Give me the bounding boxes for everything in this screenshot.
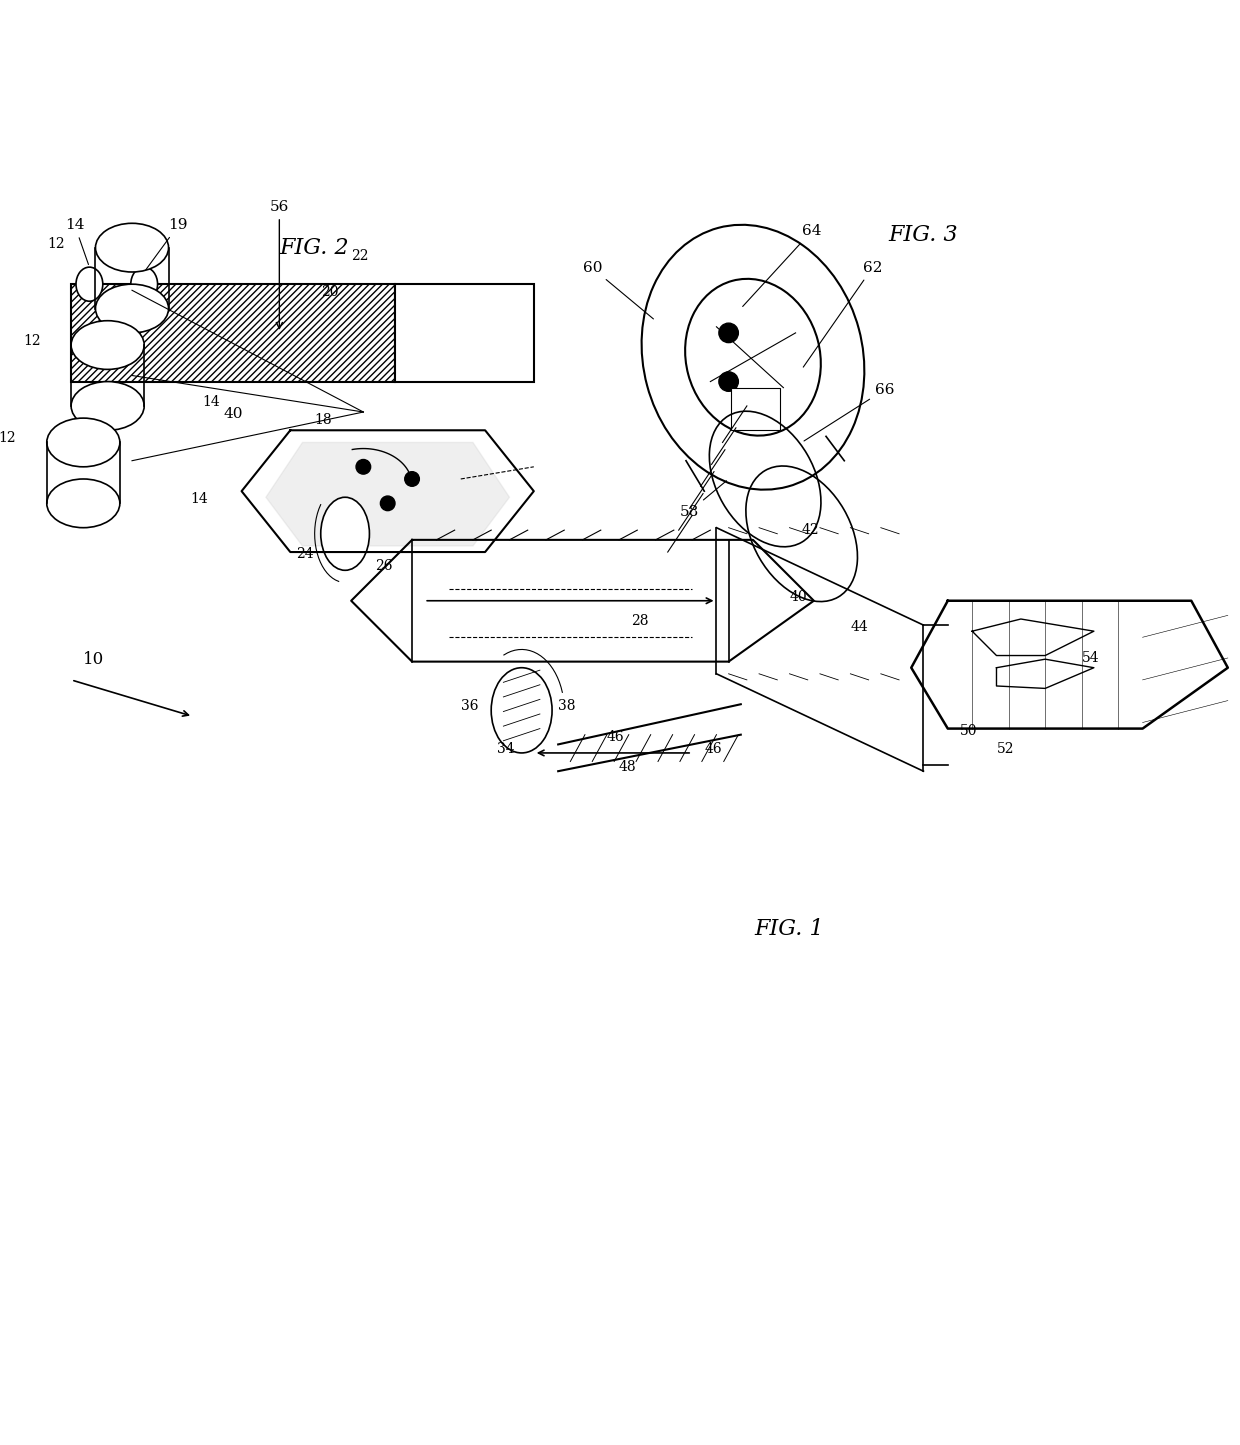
Bar xyxy=(732,387,780,431)
Text: 40: 40 xyxy=(223,407,243,420)
Text: FIG. 3: FIG. 3 xyxy=(889,224,959,247)
Text: 38: 38 xyxy=(558,699,575,714)
Text: 48: 48 xyxy=(619,760,636,775)
Circle shape xyxy=(719,324,738,342)
Circle shape xyxy=(356,460,371,474)
Text: 12: 12 xyxy=(47,237,64,250)
Circle shape xyxy=(381,496,396,510)
Text: 19: 19 xyxy=(146,218,188,270)
Text: 46: 46 xyxy=(606,730,625,744)
Text: FIG. 1: FIG. 1 xyxy=(755,919,825,941)
Text: 54: 54 xyxy=(1081,650,1100,665)
Ellipse shape xyxy=(47,418,120,467)
Text: 56: 56 xyxy=(269,199,289,328)
Ellipse shape xyxy=(95,224,169,272)
Text: 52: 52 xyxy=(997,741,1014,756)
Text: 14: 14 xyxy=(64,218,88,264)
Circle shape xyxy=(404,471,419,487)
Ellipse shape xyxy=(71,321,144,370)
Text: 28: 28 xyxy=(631,614,649,629)
Ellipse shape xyxy=(76,267,103,301)
Text: 12: 12 xyxy=(0,432,16,445)
Text: FIG. 2: FIG. 2 xyxy=(280,237,350,259)
Text: 24: 24 xyxy=(296,548,314,561)
Text: 60: 60 xyxy=(583,262,653,319)
Text: 14: 14 xyxy=(202,394,219,409)
Text: 26: 26 xyxy=(376,559,393,574)
Ellipse shape xyxy=(95,285,169,332)
Text: 44: 44 xyxy=(851,620,868,634)
Text: 42: 42 xyxy=(802,523,820,536)
Ellipse shape xyxy=(71,381,144,431)
Polygon shape xyxy=(265,442,510,546)
Text: 46: 46 xyxy=(704,741,722,756)
Text: 22: 22 xyxy=(351,249,368,263)
Text: 18: 18 xyxy=(315,413,332,428)
Text: 66: 66 xyxy=(804,383,894,441)
Text: 40: 40 xyxy=(790,590,807,604)
Text: 36: 36 xyxy=(461,699,479,714)
Text: 10: 10 xyxy=(83,652,104,668)
Bar xyxy=(396,285,533,381)
Ellipse shape xyxy=(321,497,370,571)
Bar xyxy=(71,285,396,381)
Ellipse shape xyxy=(491,668,552,753)
Text: 12: 12 xyxy=(24,334,41,348)
Text: 20: 20 xyxy=(321,285,339,299)
Circle shape xyxy=(719,371,738,392)
Ellipse shape xyxy=(130,267,157,301)
Ellipse shape xyxy=(47,478,120,527)
Text: 34: 34 xyxy=(497,741,515,756)
Text: 62: 62 xyxy=(804,262,882,367)
Text: 50: 50 xyxy=(960,724,977,738)
Text: 14: 14 xyxy=(190,493,208,506)
Text: 58: 58 xyxy=(680,481,727,519)
Text: 64: 64 xyxy=(743,224,821,306)
